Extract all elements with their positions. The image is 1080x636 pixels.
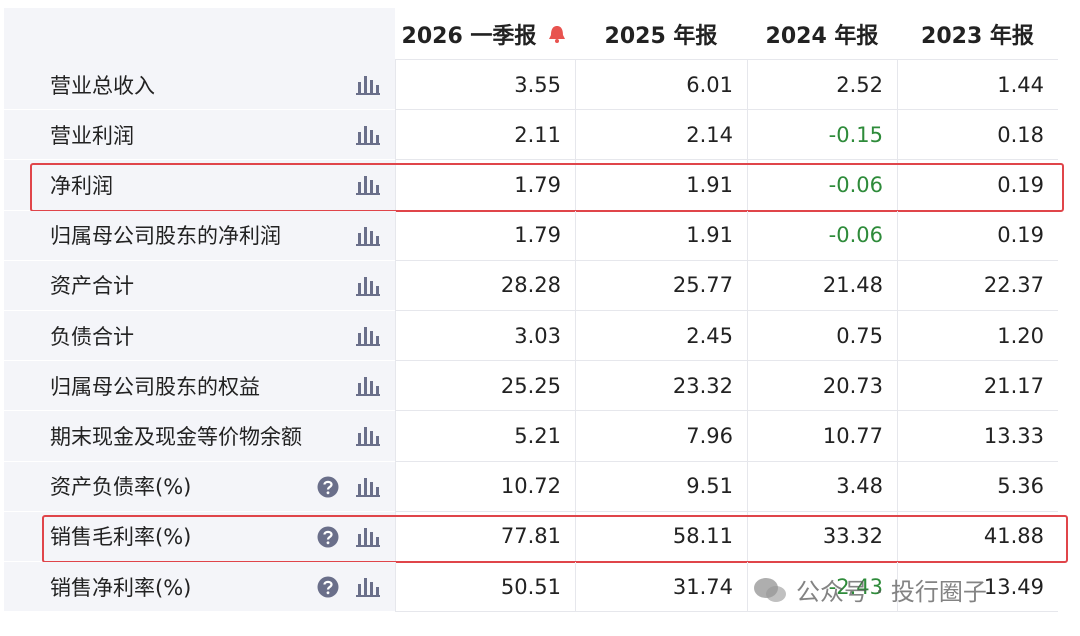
header-text: 2024 年报 (765, 23, 879, 49)
value-cell: 13.49 (897, 562, 1058, 613)
value-cell: 3.48 (747, 461, 897, 512)
value-cell: 5.36 (897, 461, 1058, 512)
chart-icon[interactable] (356, 174, 380, 196)
bell-icon (549, 25, 566, 43)
header-text: 2026 一季报 (401, 23, 537, 49)
value-cell: 2.11 (395, 110, 575, 161)
chart-icon[interactable] (356, 526, 380, 548)
value-cell: 0.19 (897, 210, 1058, 261)
row-label: 归属母公司股东的权益 (4, 361, 395, 412)
value-cell: 5.21 (395, 411, 575, 462)
column-header: 2026 一季报 (395, 8, 575, 60)
row-label: 销售净利率(%) (4, 562, 395, 613)
row-label: 净利润 (4, 160, 395, 211)
row-label-text: 净利润 (50, 173, 113, 198)
value-cell: 10.77 (747, 411, 897, 462)
watermark: 公众号 · 投行圈子 (752, 572, 987, 607)
chart-icon[interactable] (356, 275, 380, 297)
value-cell: 23.32 (575, 361, 747, 412)
row-label: 营业利润 (4, 110, 395, 161)
value-cell: 50.51 (395, 562, 575, 613)
wechat-icon (754, 577, 786, 602)
value-cell: 1.91 (575, 210, 747, 261)
chart-icon[interactable] (356, 425, 380, 447)
value-cell: 25.77 (575, 260, 747, 311)
row-label: 资产合计 (4, 260, 395, 311)
help-icon[interactable] (317, 576, 339, 598)
help-icon[interactable] (317, 476, 339, 498)
column-header: 2024 年报 (747, 8, 897, 60)
row-label: 负债合计 (4, 311, 395, 362)
highlight-box (42, 514, 1068, 563)
value-cell: 1.79 (395, 210, 575, 261)
row-label-text: 归属母公司股东的净利润 (50, 224, 281, 249)
row-label-text: 资产合计 (50, 274, 134, 299)
header-text: 2023 年报 (921, 23, 1034, 49)
value-cell: 3.55 (395, 60, 575, 111)
header-corner (4, 8, 395, 60)
row-label-text: 营业总收入 (50, 73, 155, 98)
value-cell: 25.25 (395, 361, 575, 412)
value-cell: 9.51 (575, 461, 747, 512)
chart-icon[interactable] (356, 476, 380, 498)
row-label: 资产负债率(%) (4, 461, 395, 512)
value-cell: 21.17 (897, 361, 1058, 412)
row-label-text: 负债合计 (50, 324, 134, 349)
row-label-text: 资产负债率(%) (50, 475, 192, 500)
row-label: 营业总收入 (4, 60, 395, 111)
value-cell: 13.33 (897, 411, 1058, 462)
column-header: 2025 年报 (575, 8, 747, 60)
value-cell: 2.52 (747, 60, 897, 111)
value-cell: 33.32 (747, 511, 897, 562)
value-cell: 21.48 (747, 260, 897, 311)
row-label: 归属母公司股东的净利润 (4, 210, 395, 261)
highlight-box (30, 163, 1064, 212)
value-cell: 1.79 (395, 160, 575, 211)
value-cell: 31.74 (575, 562, 747, 613)
value-cell: 10.72 (395, 461, 575, 512)
value-cell: -0.06 (747, 210, 897, 261)
value-cell: 28.28 (395, 260, 575, 311)
row-label-text: 归属母公司股东的权益 (50, 374, 260, 399)
value-cell: 2.45 (575, 311, 747, 362)
value-cell: 2.14 (575, 110, 747, 161)
value-cell: 6.01 (575, 60, 747, 111)
chart-icon[interactable] (356, 325, 380, 347)
chart-icon[interactable] (356, 375, 380, 397)
watermark-text: 公众号 · 投行圈子 (796, 578, 987, 606)
value-cell: -2.43 (747, 562, 897, 613)
value-cell: 0.75 (747, 311, 897, 362)
value-cell: 1.44 (897, 60, 1058, 111)
row-label-text: 营业利润 (50, 123, 134, 148)
value-cell: 22.37 (897, 260, 1058, 311)
chart-icon[interactable] (356, 576, 380, 598)
help-icon[interactable] (317, 526, 339, 548)
header-text: 2025 年报 (604, 23, 718, 49)
value-cell: 0.18 (897, 110, 1058, 161)
row-label: 销售毛利率(%) (4, 511, 395, 562)
row-label-text: 期末现金及现金等价物余额 (50, 424, 302, 449)
row-label: 期末现金及现金等价物余额 (4, 411, 395, 462)
value-cell: 20.73 (747, 361, 897, 412)
value-cell: 1.20 (897, 311, 1058, 362)
row-label-text: 销售净利率(%) (50, 575, 192, 600)
column-header: 2023 年报 (897, 8, 1058, 60)
value-cell: 77.81 (395, 511, 575, 562)
chart-icon[interactable] (356, 74, 380, 96)
row-label-text: 销售毛利率(%) (50, 525, 192, 550)
chart-icon[interactable] (356, 124, 380, 146)
value-cell: 7.96 (575, 411, 747, 462)
value-cell: 3.03 (395, 311, 575, 362)
value-cell: -0.15 (747, 110, 897, 161)
chart-icon[interactable] (356, 225, 380, 247)
